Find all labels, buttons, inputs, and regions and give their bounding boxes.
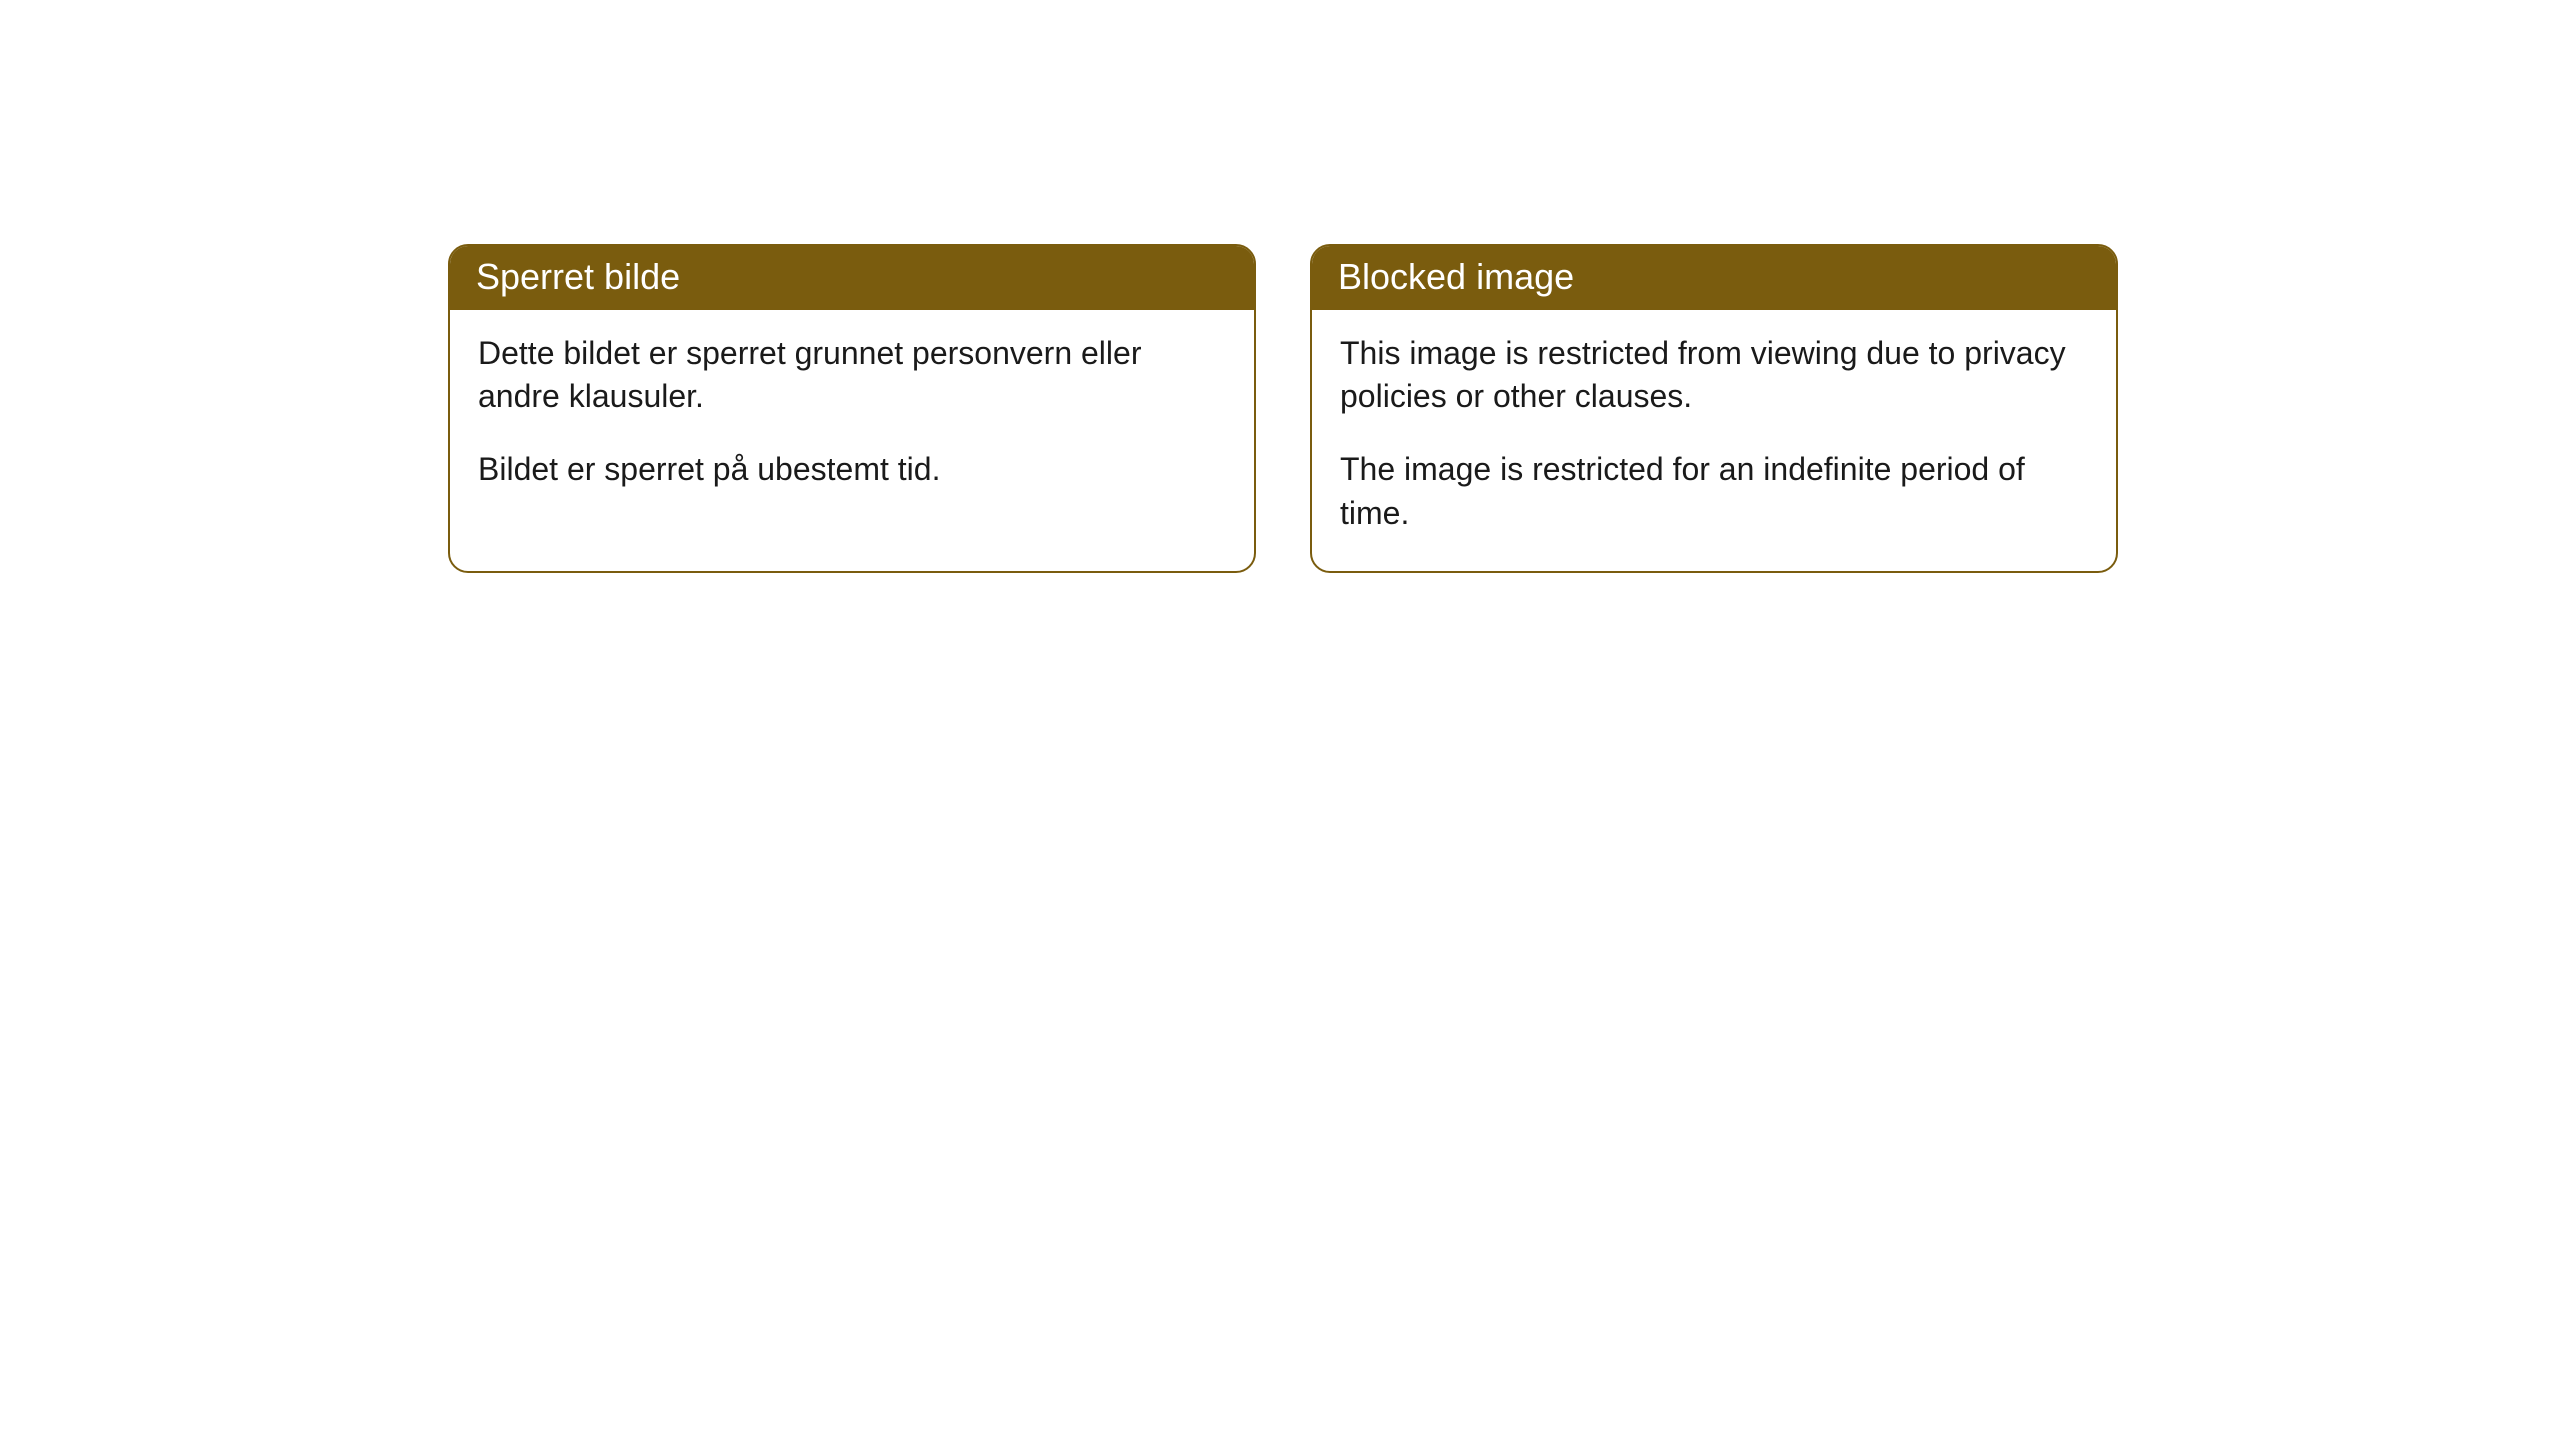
- notice-paragraph: This image is restricted from viewing du…: [1340, 332, 2088, 418]
- notice-title: Sperret bilde: [476, 256, 680, 297]
- notice-title: Blocked image: [1338, 256, 1574, 297]
- notice-card-norwegian: Sperret bilde Dette bildet er sperret gr…: [448, 244, 1256, 573]
- notice-header: Blocked image: [1312, 246, 2116, 310]
- notice-header: Sperret bilde: [450, 246, 1254, 310]
- notice-body: This image is restricted from viewing du…: [1312, 310, 2116, 571]
- notice-card-english: Blocked image This image is restricted f…: [1310, 244, 2118, 573]
- notice-paragraph: The image is restricted for an indefinit…: [1340, 448, 2088, 534]
- notice-container: Sperret bilde Dette bildet er sperret gr…: [448, 244, 2118, 573]
- notice-paragraph: Dette bildet er sperret grunnet personve…: [478, 332, 1226, 418]
- notice-body: Dette bildet er sperret grunnet personve…: [450, 310, 1254, 528]
- notice-paragraph: Bildet er sperret på ubestemt tid.: [478, 448, 1226, 491]
